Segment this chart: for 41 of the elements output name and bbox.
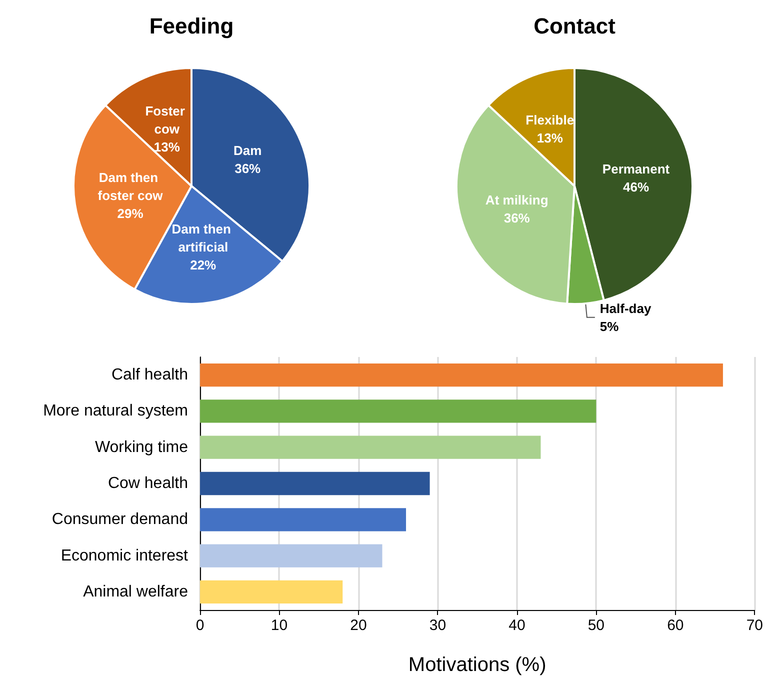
y-tick-label: Cow health bbox=[108, 475, 188, 492]
chart-title: Contact bbox=[534, 14, 616, 38]
bar bbox=[200, 544, 382, 568]
x-tick-label: 50 bbox=[588, 617, 605, 634]
bar bbox=[200, 508, 406, 532]
bar bbox=[200, 472, 430, 496]
slice-label: Dam bbox=[234, 143, 262, 158]
data-label: 13% bbox=[536, 130, 564, 146]
data-label: 36% bbox=[234, 161, 262, 176]
data-label: 13% bbox=[154, 140, 180, 155]
y-tick-label: Consumer demand bbox=[52, 511, 188, 528]
data-label: 46% bbox=[622, 180, 650, 195]
data-label: 22% bbox=[190, 257, 217, 272]
slice-label: At milking bbox=[485, 192, 548, 208]
slice-label: Foster cow bbox=[145, 104, 189, 137]
data-label: 29% bbox=[117, 206, 144, 222]
y-tick-label: Working time bbox=[94, 438, 188, 456]
slice-label: Half-day bbox=[600, 300, 652, 316]
data-label: 36% bbox=[504, 210, 530, 226]
y-tick-label: More natural system bbox=[43, 402, 188, 420]
x-tick-label: 70 bbox=[746, 617, 763, 634]
bar bbox=[200, 400, 596, 423]
slice-label: Permanent bbox=[602, 162, 670, 177]
x-tick-label: 20 bbox=[350, 617, 367, 634]
bar bbox=[200, 580, 343, 604]
data-label: 5% bbox=[600, 318, 620, 334]
y-tick-label: Calf health bbox=[112, 366, 188, 384]
x-axis-title: Motivations (%) bbox=[408, 654, 546, 676]
slice-label: Dam then artificial bbox=[172, 221, 235, 254]
y-tick-label: Animal welfare bbox=[83, 583, 188, 600]
x-tick-label: 0 bbox=[196, 617, 204, 634]
bar bbox=[200, 364, 723, 387]
slice-label: Flexible bbox=[526, 112, 574, 128]
slice-label: Dam then foster cow bbox=[98, 170, 164, 204]
x-tick-label: 60 bbox=[667, 617, 684, 634]
chart-title: Feeding bbox=[149, 14, 234, 38]
x-tick-label: 10 bbox=[270, 617, 288, 634]
x-tick-label: 40 bbox=[508, 617, 526, 634]
y-tick-label: Economic interest bbox=[60, 547, 189, 564]
bar bbox=[200, 436, 541, 459]
x-tick-label: 30 bbox=[429, 617, 446, 634]
